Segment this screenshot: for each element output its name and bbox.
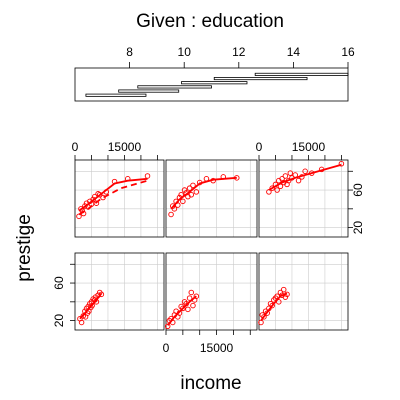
panel-5 xyxy=(165,159,258,238)
panel-frame xyxy=(74,252,165,331)
given-tick-label: 10 xyxy=(178,45,192,59)
given-interval-bar xyxy=(181,81,248,85)
given-panel-frame xyxy=(74,67,349,102)
panel-frame xyxy=(258,252,349,331)
data-point xyxy=(269,302,275,309)
data-point xyxy=(269,185,275,191)
y-tick-label: 20 xyxy=(52,314,66,328)
data-point xyxy=(188,191,195,198)
data-point xyxy=(188,289,195,296)
data-point xyxy=(193,189,200,195)
y-axis-label: prestige xyxy=(14,214,35,282)
panel-frame xyxy=(165,252,258,331)
x-tick-label: 0 xyxy=(72,140,79,154)
smooth-line xyxy=(166,295,197,326)
data-point xyxy=(180,305,186,312)
given-tick-label: 14 xyxy=(287,45,301,59)
panel-4: 0 15000 xyxy=(72,140,165,238)
given-interval-bar xyxy=(137,85,212,89)
data-point xyxy=(277,289,284,296)
y-tick-label: 60 xyxy=(52,276,66,290)
given-interval-bar xyxy=(118,89,180,93)
data-point xyxy=(190,302,196,309)
data-point xyxy=(282,173,289,179)
panel-3 xyxy=(258,252,349,331)
panel-frame xyxy=(165,159,258,238)
given-tick-label: 12 xyxy=(232,45,246,59)
data-point xyxy=(302,168,308,175)
data-point xyxy=(261,314,267,320)
given-panel: 8 10 12 14 16 xyxy=(74,45,355,102)
y-tick-label: 60 xyxy=(351,183,365,197)
panel-frame xyxy=(74,159,165,238)
y-tick-label: 20 xyxy=(351,221,365,235)
data-point xyxy=(185,306,191,313)
data-point xyxy=(186,295,193,301)
smooth-line xyxy=(268,163,342,191)
smooth-line xyxy=(260,292,288,322)
given-tick-label: 8 xyxy=(126,45,133,59)
smooth-line xyxy=(78,177,148,212)
smooth-line xyxy=(170,176,237,210)
given-interval-bar xyxy=(213,77,308,81)
x-tick-label: 15000 xyxy=(292,140,326,154)
data-point xyxy=(76,213,82,220)
given-interval-bar xyxy=(85,93,147,97)
data-point xyxy=(180,198,186,205)
smooth-line xyxy=(79,292,103,320)
x-tick-label: 15000 xyxy=(108,140,142,154)
x-tick-label: 15000 xyxy=(200,341,234,355)
panel-frame xyxy=(258,159,349,238)
data-point xyxy=(93,200,100,206)
panel-2: 0 15000 xyxy=(163,252,258,355)
data-point xyxy=(338,161,345,167)
data-point xyxy=(144,173,151,179)
data-point xyxy=(193,293,200,299)
data-point xyxy=(295,177,302,184)
x-axis-label: income xyxy=(180,373,241,394)
data-point xyxy=(274,187,280,193)
panel-6: 0 15000 20 60 xyxy=(256,140,365,238)
data-point xyxy=(190,182,196,189)
data-point xyxy=(82,203,88,209)
data-point xyxy=(89,302,95,309)
x-tick-label: 0 xyxy=(256,140,263,154)
data-point xyxy=(186,185,193,191)
data-point xyxy=(168,211,174,218)
data-point xyxy=(280,286,287,293)
data-point xyxy=(96,191,103,198)
data-point xyxy=(287,170,294,176)
data-point xyxy=(181,187,188,193)
given-tick-label: 16 xyxy=(341,45,355,59)
data-point xyxy=(98,291,105,298)
data-point xyxy=(78,319,85,326)
given-interval-bar xyxy=(254,72,349,76)
x-tick-label: 0 xyxy=(163,341,170,355)
data-point xyxy=(100,194,106,201)
chart-title: Given : education xyxy=(136,11,284,32)
